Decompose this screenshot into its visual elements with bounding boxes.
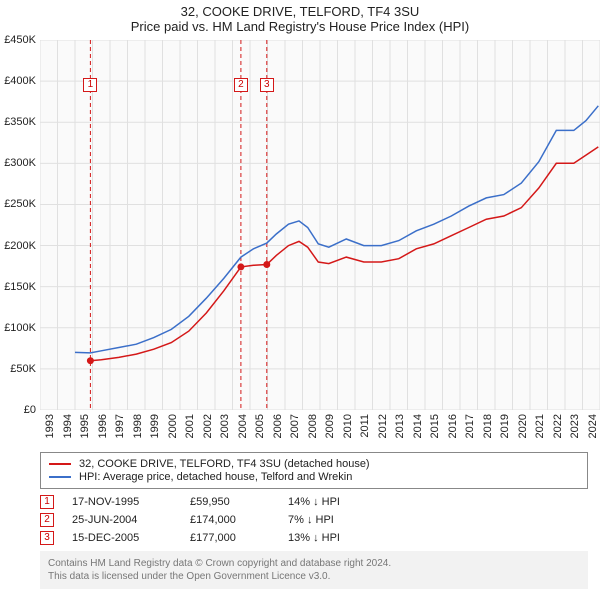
sales-row-price: £174,000 [190, 514, 270, 526]
x-tick-label: 2002 [202, 414, 214, 438]
legend-item: 32, COOKE DRIVE, TELFORD, TF4 3SU (detac… [49, 458, 579, 470]
x-tick-label: 2005 [254, 414, 266, 438]
sales-row-date: 17-NOV-1995 [72, 496, 172, 508]
x-tick-label: 2003 [219, 414, 231, 438]
x-tick-label: 2024 [587, 414, 599, 438]
y-tick-label: £50K [10, 363, 40, 375]
x-axis-labels: 1993 1994 1995 1996 1997 1998 1999 2000 2001 2002… [40, 410, 600, 446]
sales-row-date: 25-JUN-2004 [72, 514, 172, 526]
y-tick-label: £350K [4, 116, 40, 128]
legend-label: 32, COOKE DRIVE, TELFORD, TF4 3SU (detac… [79, 458, 370, 470]
x-tick-label: 2006 [272, 414, 284, 438]
sales-row-relation: 14% ↓ HPI [288, 496, 368, 508]
footnote-line-2: This data is licensed under the Open Gov… [48, 570, 580, 583]
legend-label: HPI: Average price, detached house, Telf… [79, 471, 352, 483]
x-tick-label: 2000 [167, 414, 179, 438]
legend-swatch [49, 476, 71, 478]
sale-marker-3: 3 [260, 78, 274, 92]
sales-row-date: 15-DEC-2005 [72, 532, 172, 544]
x-tick-label: 1998 [132, 414, 144, 438]
y-tick-label: £0 [24, 404, 40, 416]
x-tick-label: 1993 [44, 414, 56, 438]
x-tick-label: 2019 [499, 414, 511, 438]
sales-row-relation: 13% ↓ HPI [288, 532, 368, 544]
x-tick-label: 2013 [394, 414, 406, 438]
legend-swatch [49, 463, 71, 465]
y-tick-label: £250K [4, 198, 40, 210]
chart-legend: 32, COOKE DRIVE, TELFORD, TF4 3SU (detac… [40, 452, 588, 489]
legend-item: HPI: Average price, detached house, Telf… [49, 471, 579, 483]
x-tick-label: 2022 [552, 414, 564, 438]
x-tick-label: 2010 [342, 414, 354, 438]
x-tick-label: 1994 [62, 414, 74, 438]
chart-svg [40, 40, 600, 410]
x-tick-label: 2008 [307, 414, 319, 438]
y-tick-label: £400K [4, 75, 40, 87]
x-tick-label: 2017 [464, 414, 476, 438]
sales-row-relation: 7% ↓ HPI [288, 514, 368, 526]
y-tick-label: £100K [4, 322, 40, 334]
x-tick-label: 2016 [447, 414, 459, 438]
x-tick-label: 2009 [324, 414, 336, 438]
y-tick-label: £300K [4, 157, 40, 169]
x-tick-label: 1996 [97, 414, 109, 438]
x-tick-label: 2007 [289, 414, 301, 438]
y-tick-label: £150K [4, 281, 40, 293]
x-tick-label: 2020 [517, 414, 529, 438]
chart-subtitle: Price paid vs. HM Land Registry's House … [0, 19, 600, 40]
x-tick-label: 2018 [482, 414, 494, 438]
x-tick-label: 2004 [237, 414, 249, 438]
x-tick-label: 2014 [412, 414, 424, 438]
sale-marker-2: 2 [234, 78, 248, 92]
y-tick-label: £450K [4, 34, 40, 46]
sale-marker-1: 1 [83, 78, 97, 92]
chart-title: 32, COOKE DRIVE, TELFORD, TF4 3SU [0, 0, 600, 19]
x-tick-label: 2012 [377, 414, 389, 438]
x-tick-label: 1995 [79, 414, 91, 438]
sales-row-price: £177,000 [190, 532, 270, 544]
chart-plot-area: £0£50K£100K£150K£200K£250K£300K£350K£400… [40, 40, 600, 410]
sales-row-marker: 3 [40, 531, 54, 545]
sales-row: 2 25-JUN-2004 £174,000 7% ↓ HPI [40, 513, 588, 527]
footnote-line-1: Contains HM Land Registry data © Crown c… [48, 557, 580, 570]
footnote: Contains HM Land Registry data © Crown c… [40, 551, 588, 589]
sales-row-price: £59,950 [190, 496, 270, 508]
x-tick-label: 2021 [534, 414, 546, 438]
x-tick-label: 2001 [184, 414, 196, 438]
x-tick-label: 2011 [359, 414, 371, 438]
x-tick-label: 2015 [429, 414, 441, 438]
sales-row-marker: 2 [40, 513, 54, 527]
y-tick-label: £200K [4, 240, 40, 252]
x-tick-label: 2023 [569, 414, 581, 438]
sales-row: 3 15-DEC-2005 £177,000 13% ↓ HPI [40, 531, 588, 545]
sales-table: 1 17-NOV-1995 £59,950 14% ↓ HPI 2 25-JUN-2004… [40, 495, 588, 545]
sales-row-marker: 1 [40, 495, 54, 509]
sales-row: 1 17-NOV-1995 £59,950 14% ↓ HPI [40, 495, 588, 509]
chart-container: 32, COOKE DRIVE, TELFORD, TF4 3SU Price … [0, 0, 600, 590]
x-tick-label: 1999 [149, 414, 161, 438]
x-tick-label: 1997 [114, 414, 126, 438]
